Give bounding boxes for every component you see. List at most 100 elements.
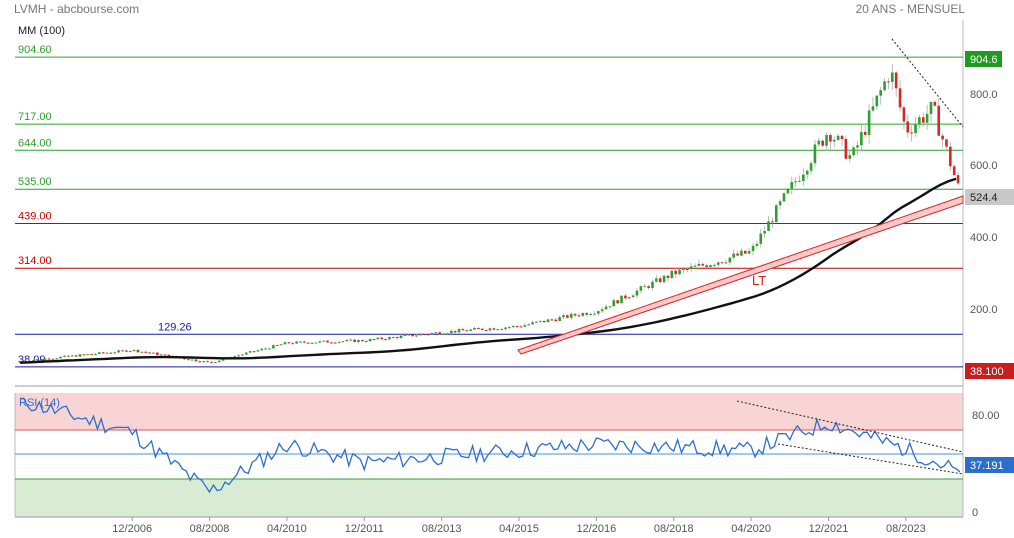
candlestick: [747, 248, 751, 255]
level-label: 644.00: [18, 137, 52, 149]
candlestick: [47, 357, 51, 361]
candlestick: [597, 310, 600, 317]
candlestick: [685, 267, 689, 273]
candlestick: [840, 135, 844, 146]
candlestick: [488, 327, 492, 333]
candlestick: [260, 347, 264, 351]
candlestick: [368, 337, 372, 342]
candlestick: [643, 283, 647, 288]
candlestick: [121, 349, 124, 352]
candlestick: [573, 312, 577, 318]
candlestick: [790, 176, 794, 195]
candlestick: [480, 328, 484, 331]
candlestick: [90, 354, 93, 356]
x-tick-label: 08/2013: [422, 523, 462, 535]
candlestick: [113, 351, 117, 354]
candlestick: [941, 133, 944, 148]
candlestick: [67, 355, 70, 357]
candlestick: [117, 349, 120, 354]
rsi-overbought-zone: [15, 393, 963, 430]
candlestick: [504, 326, 507, 331]
candlestick: [569, 312, 573, 320]
candlestick: [620, 295, 623, 304]
candlestick: [345, 338, 349, 342]
candlestick: [713, 263, 716, 268]
candlestick: [190, 359, 194, 361]
x-tick-label: 12/2016: [576, 523, 616, 535]
candlestick: [98, 351, 101, 355]
x-tick-label: 08/2008: [190, 523, 230, 535]
candlestick: [585, 311, 589, 316]
candlestick: [794, 177, 797, 187]
candlestick: [689, 263, 693, 273]
candlestick: [639, 285, 643, 294]
candlestick: [778, 199, 782, 210]
candlestick: [921, 112, 925, 127]
candlestick: [875, 95, 879, 110]
moving-average-100-line: [19, 177, 957, 364]
rsi-oversold-zone: [15, 479, 963, 517]
candlestick: [832, 136, 836, 148]
candlestick: [767, 215, 770, 232]
candlestick: [473, 326, 476, 330]
candlestick: [105, 352, 109, 354]
candlestick: [194, 358, 198, 362]
candlestick: [144, 350, 148, 354]
candlestick: [55, 357, 59, 360]
price-resistance-dotted-line: [891, 38, 964, 128]
candlestick: [523, 323, 527, 327]
candlestick: [655, 275, 658, 283]
candlestick: [380, 336, 383, 340]
price-tick-600: 600.0: [970, 160, 998, 172]
x-tick-label: 04/2015: [499, 523, 539, 535]
candlestick: [264, 347, 267, 350]
candlestick: [252, 351, 256, 353]
candlestick: [384, 338, 387, 341]
candlestick: [128, 350, 132, 353]
candlestick: [771, 217, 774, 228]
candlestick: [279, 343, 283, 346]
candlestick: [357, 339, 360, 344]
candlestick: [751, 242, 755, 256]
candlestick: [70, 355, 74, 357]
rsi-tick-80: 80.00: [972, 410, 1000, 422]
candlestick: [863, 125, 867, 138]
candlestick: [937, 98, 941, 136]
candlestick: [333, 341, 337, 344]
candlestick: [709, 264, 712, 268]
candlestick: [546, 318, 550, 323]
candlestick: [604, 304, 608, 310]
candlestick: [322, 340, 325, 342]
candlestick: [662, 274, 666, 284]
candlestick: [519, 325, 523, 328]
candlestick: [678, 268, 681, 276]
candlestick: [511, 325, 515, 329]
level-label: 314.00: [18, 255, 52, 267]
candlestick: [542, 320, 546, 324]
candlestick: [558, 315, 561, 322]
candlestick: [426, 333, 430, 336]
price-tick-800: 800.0: [970, 89, 998, 101]
candlestick: [337, 341, 341, 344]
candlestick: [670, 270, 674, 280]
candlestick: [805, 169, 809, 180]
candlestick: [395, 336, 399, 340]
candlestick: [349, 338, 353, 341]
candlestick: [438, 331, 442, 335]
source-title: LVMH - abcbourse.com: [14, 2, 139, 16]
candlestick: [469, 328, 472, 332]
candlestick: [693, 263, 697, 267]
candlestick: [782, 192, 786, 203]
candlestick: [353, 339, 356, 343]
candlestick: [949, 141, 952, 171]
candlestick: [361, 339, 364, 342]
candlestick: [415, 333, 418, 338]
candlestick: [275, 344, 279, 346]
last-price-badge-text: 524.4: [970, 192, 998, 204]
candlestick: [527, 323, 530, 326]
candlestick: [109, 351, 113, 354]
level-label: 717.00: [18, 111, 52, 123]
high-price-badge-text: 904.6: [970, 54, 998, 66]
candlestick: [562, 313, 565, 320]
candlestick: [268, 348, 271, 350]
